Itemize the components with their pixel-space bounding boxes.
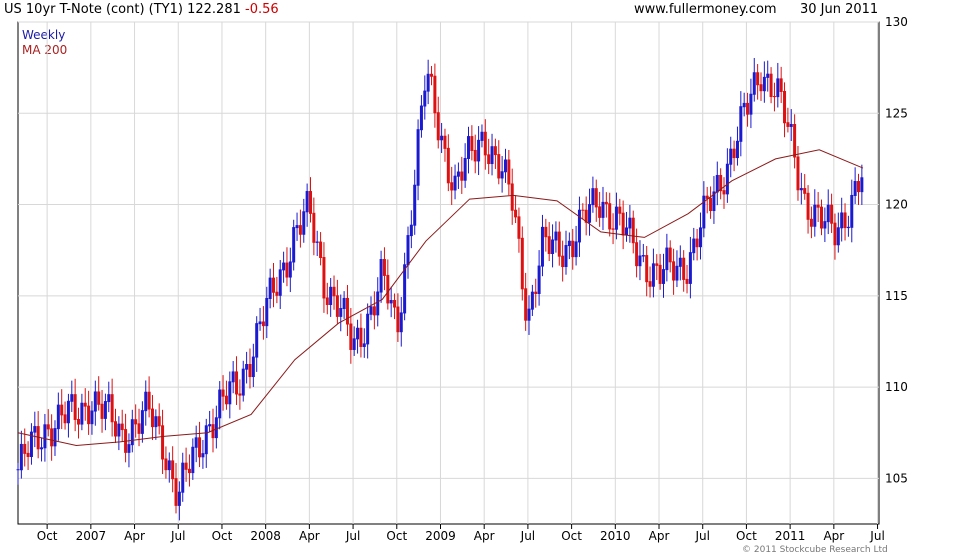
legend-ma200: MA 200 [22, 43, 68, 57]
x-tick-label: Apr [474, 529, 495, 543]
copyright-notice: © 2011 Stockcube Research Ltd [742, 545, 888, 555]
x-tick-label: Oct [37, 529, 58, 543]
legend-weekly: Weekly [22, 28, 66, 42]
y-tick-label: 110 [885, 380, 908, 394]
y-tick-label: 130 [885, 15, 908, 29]
y-tick-label: 105 [885, 471, 908, 485]
x-tick-label: Oct [561, 529, 582, 543]
x-tick-label: Oct [212, 529, 233, 543]
site-link[interactable]: www.fullermoney.com [634, 2, 777, 17]
x-tick-label: Apr [124, 529, 145, 543]
instrument-label: US 10yr T-Note (cont) (TY1) 122.281 [4, 2, 241, 17]
chart-date: 30 Jun 2011 [800, 2, 879, 17]
x-tick-label: 2010 [600, 529, 631, 543]
ma200-line [17, 149, 864, 447]
x-tick-label: 2009 [425, 529, 456, 543]
x-tick-label: Jul [170, 529, 185, 543]
x-tick-label: Jul [345, 529, 360, 543]
chart-header: US 10yr T-Note (cont) (TY1) 122.281 -0.5… [0, 0, 960, 22]
price-change: -0.56 [245, 2, 279, 17]
x-tick-label: 2007 [76, 529, 107, 543]
x-tick-label: Apr [823, 529, 844, 543]
x-tick-label: 2011 [775, 529, 806, 543]
x-tick-label: 2008 [250, 529, 281, 543]
x-tick-label: Oct [386, 529, 407, 543]
x-tick-label: Apr [299, 529, 320, 543]
x-tick-label: Apr [649, 529, 670, 543]
y-tick-label: 115 [885, 289, 908, 303]
y-tick-label: 125 [885, 106, 908, 120]
chart-title: US 10yr T-Note (cont) (TY1) 122.281 -0.5… [4, 2, 279, 17]
x-tick-label: Jul [520, 529, 535, 543]
y-tick-label: 120 [885, 198, 908, 212]
x-tick-label: Jul [694, 529, 709, 543]
chart-legend: Weekly MA 200 [22, 28, 67, 58]
x-tick-label: Oct [736, 529, 757, 543]
x-tick-label: Jul [869, 529, 884, 543]
